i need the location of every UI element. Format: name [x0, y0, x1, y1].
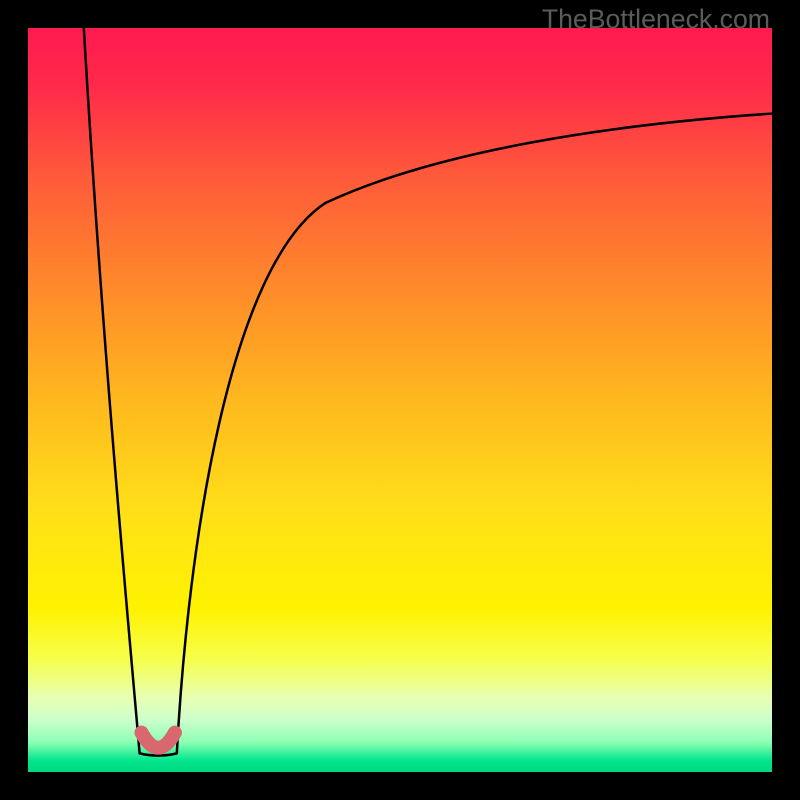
dip-marker: [141, 733, 174, 748]
chart-overlay: [0, 0, 800, 800]
bottleneck-curve: [84, 28, 772, 756]
chart-frame: TheBottleneck.com: [0, 0, 800, 800]
watermark-text: TheBottleneck.com: [542, 4, 770, 35]
